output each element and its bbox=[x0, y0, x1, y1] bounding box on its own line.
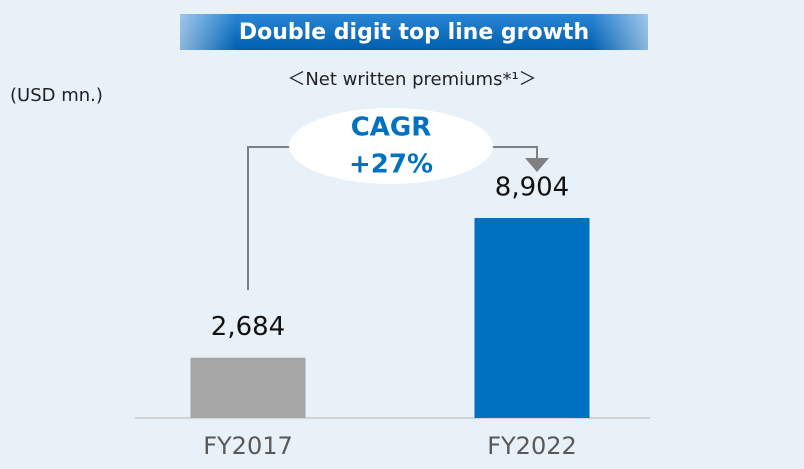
bar bbox=[474, 218, 590, 418]
connector bbox=[488, 146, 538, 160]
chart-subtitle: ＜Net written premiums*¹＞ bbox=[287, 69, 536, 90]
unit-label: (USD mn.) bbox=[10, 85, 103, 106]
cagr-value: +27% bbox=[349, 150, 433, 180]
chart-title: Double digit top line growth bbox=[239, 20, 589, 45]
cagr-bubble bbox=[289, 108, 493, 184]
value-label: 2,684 bbox=[211, 312, 285, 342]
arrow-head bbox=[525, 158, 549, 172]
connector bbox=[247, 146, 292, 290]
cagr-title: CAGR bbox=[351, 113, 432, 143]
value-label: 8,904 bbox=[495, 173, 569, 203]
x-tick-label: FY2017 bbox=[203, 432, 293, 460]
title-banner-fade bbox=[180, 14, 648, 50]
bar bbox=[190, 357, 306, 418]
x-tick-label: FY2022 bbox=[487, 432, 577, 460]
